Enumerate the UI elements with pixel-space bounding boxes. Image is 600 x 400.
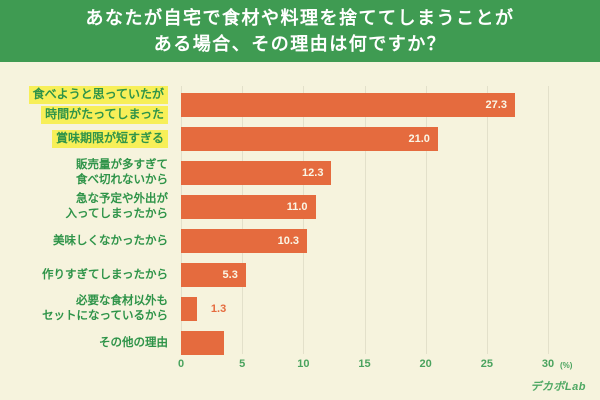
category-label-line: 作りすぎてしまったから	[41, 268, 168, 281]
category-label: 食べようと思っていたが時間がたってしまった	[0, 86, 174, 124]
category-label-line: 必要な食材以外も	[76, 295, 168, 308]
page-title-line-2: ある場合、その理由は何ですか？	[153, 34, 447, 54]
bar-track: 21.0	[181, 122, 600, 156]
bar-value-label: 27.3	[485, 99, 507, 111]
bar-value-label: 5.3	[222, 269, 238, 281]
category-label-line: 美味しくなかったから	[53, 234, 168, 247]
category-label-line-highlighted: 賞味期限が短すぎる	[51, 130, 168, 148]
bar-value-label: 21.0	[408, 133, 430, 145]
category-label-line: その他の理由	[99, 336, 168, 349]
bar: 12.3	[181, 161, 332, 185]
bar-value-label: 12.3	[302, 167, 324, 179]
bar-value-label: 10.3	[277, 235, 299, 247]
category-label: 販売量が多すぎて 食べ切れないから	[0, 156, 174, 190]
chart-row: 急な予定や外出が入ってしまったから 11.0	[0, 190, 600, 224]
bar-track: 10.3	[181, 224, 600, 258]
category-label-line: 入ってしまったから	[65, 208, 168, 220]
bar-value-label: 1.3	[210, 303, 227, 315]
category-label: 急な予定や外出が入ってしまったから	[0, 190, 174, 224]
bar: 21.0	[181, 127, 438, 151]
bar: 5.3	[181, 263, 246, 287]
chart-row: 販売量が多すぎて 食べ切れないから 12.3	[0, 156, 600, 190]
chart-row: 賞味期限が短すぎる 21.0	[0, 122, 600, 156]
bar-track: 5.3	[181, 258, 600, 292]
category-label: その他の理由	[0, 326, 174, 360]
bar	[181, 297, 197, 321]
category-label: 作りすぎてしまったから	[0, 258, 174, 292]
bar: 11.0	[181, 195, 316, 219]
bar-track: 11.0	[181, 190, 600, 224]
category-label: 美味しくなかったから	[0, 224, 174, 258]
x-axis-unit-label: (%)	[560, 361, 573, 370]
page-title-line-1: あなたが自宅で食材や料理を捨ててしまうことが	[85, 7, 515, 28]
x-axis: 0 5 10 15 20 25 30 (%)	[178, 358, 581, 374]
bar-track: 27.3	[181, 88, 600, 122]
bar-track	[181, 326, 600, 360]
chart-row: 必要な食材以外もセットになっているから 1.3	[0, 292, 600, 326]
bar-track: 12.3	[181, 156, 600, 190]
brand-logo: デカボLab	[530, 381, 586, 393]
chart-row: 作りすぎてしまったから 5.3	[0, 258, 600, 292]
bar-value-label: 11.0	[286, 201, 308, 213]
chart-row: その他の理由	[0, 326, 600, 360]
category-label-line: 食べ切れないから	[76, 174, 168, 186]
category-label-line: 急な予定や外出が	[76, 193, 168, 206]
category-label: 必要な食材以外もセットになっているから	[0, 292, 174, 326]
category-label-line-highlighted: 時間がたってしまった	[41, 106, 168, 124]
bar-rows: 食べようと思っていたが時間がたってしまった 27.3 賞味期限が短すぎる 21.0 販売…	[0, 86, 600, 360]
bar: 27.3	[181, 93, 515, 117]
bar-track: 1.3	[181, 292, 600, 326]
bar: 10.3	[181, 229, 307, 253]
category-label: 賞味期限が短すぎる	[0, 122, 174, 156]
category-label-line: 販売量が多すぎて	[76, 159, 168, 172]
title-banner: あなたが自宅で食材や料理を捨ててしまうことが ある場合、その理由は何ですか？	[0, 0, 600, 62]
bar	[181, 331, 224, 355]
category-label-line-highlighted: 食べようと思っていたが	[28, 86, 168, 104]
chart-row: 美味しくなかったから 10.3	[0, 224, 600, 258]
category-label-line: セットになっているから	[42, 310, 168, 322]
bar-chart: 食べようと思っていたが時間がたってしまった 27.3 賞味期限が短すぎる 21.0 販売…	[0, 62, 600, 400]
chart-row: 食べようと思っていたが時間がたってしまった 27.3	[0, 86, 600, 124]
